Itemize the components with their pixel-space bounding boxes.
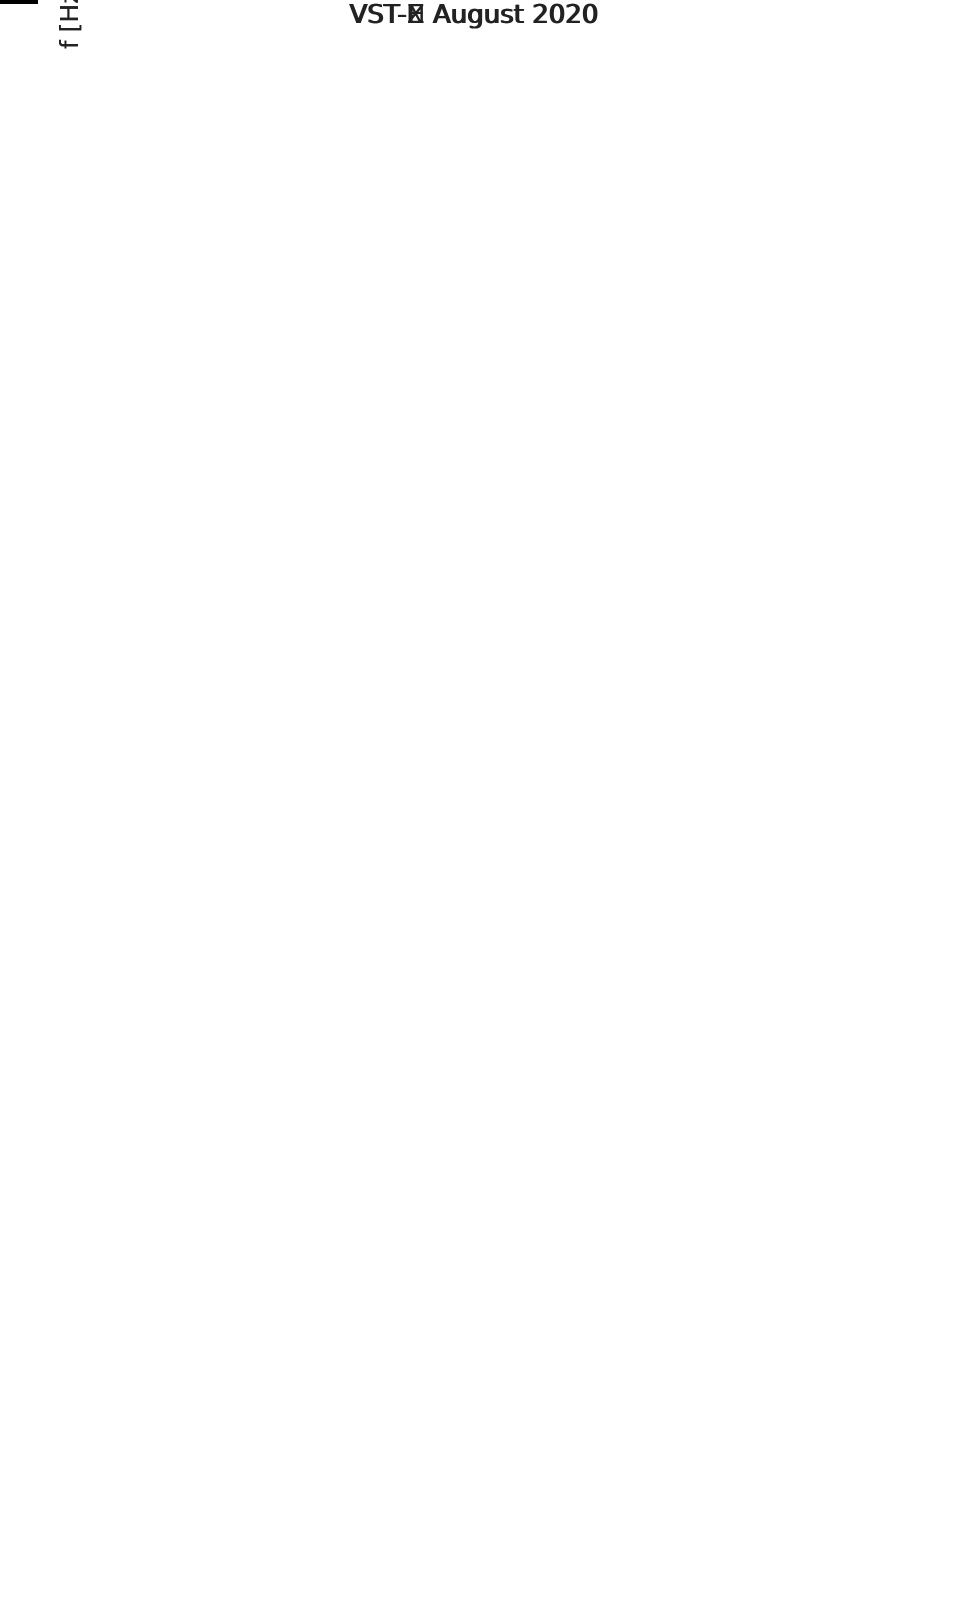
spectrogram-canvas-vst-z [0,0,756,418]
colorbar-vst-z [0,0,38,4]
panel-title-vst-e: VST-E August 2020 [350,0,598,30]
y-axis-label: f [Hz] [55,0,84,50]
panel-title-vst-n: VST-N August 2020 [348,0,600,30]
panel-title-vst-z: VST-Z August 2020 [349,0,599,30]
